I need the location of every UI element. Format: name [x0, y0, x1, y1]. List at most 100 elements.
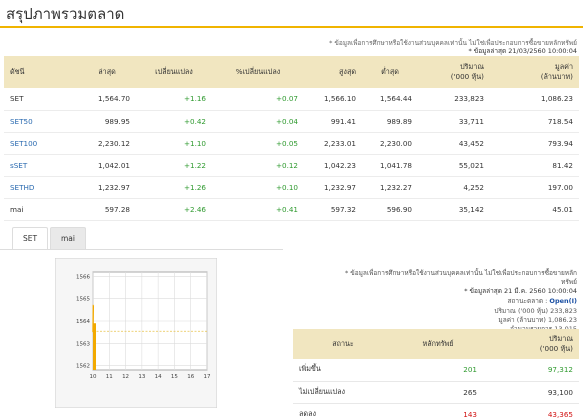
advance-decline-table: สถานะ หลักทรัพย์ ปริมาณ ('000 หุ้น) เพิ่…: [293, 329, 579, 420]
index-high: 1,042.23: [304, 154, 362, 177]
status-unchanged: ไม่เปลี่ยนแปลง: [293, 381, 393, 404]
disclaimer-note: * ข้อมูลเพื่อการศึกษาหรือใช้งานส่วนบุคคล…: [329, 39, 577, 47]
table-header-row: ดัชนี ล่าสุด เปลี่ยนแปลง %เปลี่ยนแปลง สู…: [4, 56, 579, 88]
market-disclaimer-line1: * ข้อมูลเพื่อการศึกษาหรือใช้งานส่วนบุคคล…: [344, 269, 577, 277]
title-divider: [0, 26, 583, 28]
index-summary-table: ดัชนี ล่าสุด เปลี่ยนแปลง %เปลี่ยนแปลง สู…: [4, 56, 579, 221]
index-high: 2,233.01: [304, 132, 362, 155]
col-last: ล่าสุด: [78, 56, 136, 88]
y-tick-label: 1563: [76, 341, 90, 347]
index-last: 597.28: [78, 198, 136, 221]
x-tick-label: 10: [90, 374, 97, 380]
table-row: SET 1,564.70 +1.16 +0.07 1,566.10 1,564.…: [4, 88, 579, 111]
index-volume: 4,252: [418, 176, 490, 199]
table-row: SET100 2,230.12 +1.10 +0.05 2,233.01 2,2…: [4, 132, 579, 155]
index-value: 45.01: [490, 198, 579, 221]
market-volume-value: 233,823: [550, 307, 577, 315]
table-row: sSET 1,042.01 +1.22 +0.12 1,042.23 1,041…: [4, 154, 579, 177]
index-high: 1,566.10: [304, 88, 362, 111]
index-percent-change: +0.12: [212, 154, 304, 177]
index-volume: 35,142: [418, 198, 490, 221]
table-row: เพิ่มขึ้น 201 97,312: [293, 359, 579, 382]
index-percent-change: +0.04: [212, 110, 304, 133]
intraday-index-chart: 1562 1563 1564 1565 1566 10 11 12 13 14 15 16 17: [55, 258, 217, 408]
index-change: +1.16: [136, 88, 212, 111]
advance-count: 201: [393, 359, 483, 382]
index-volume: 55,021: [418, 154, 490, 177]
index-high: 991.41: [304, 110, 362, 133]
index-volume: 43,452: [418, 132, 490, 155]
col-value: มูลค่า (ล้านบาท): [490, 56, 579, 88]
table-row: SET50 989.95 +0.42 +0.04 991.41 989.89 3…: [4, 110, 579, 133]
col-index-name: ดัชนี: [4, 56, 78, 88]
table-row: SETHD 1,232.97 +1.26 +0.10 1,232.97 1,23…: [4, 176, 579, 199]
market-volume-label: ปริมาณ ('000 หุ้น): [494, 307, 549, 315]
col-volume: ปริมาณ ('000 หุ้น): [418, 56, 490, 88]
x-tick-label: 11: [106, 374, 113, 380]
index-link-sset[interactable]: sSET: [4, 154, 78, 177]
x-tick-label: 14: [155, 374, 162, 380]
index-last: 2,230.12: [78, 132, 136, 155]
index-low: 1,232.27: [362, 176, 418, 199]
index-value: 81.42: [490, 154, 579, 177]
index-link-set100[interactable]: SET100: [4, 132, 78, 155]
index-name: SET: [4, 88, 78, 111]
index-value: 1,086.23: [490, 88, 579, 111]
status-decline: ลดลง: [293, 403, 393, 420]
series-line: [92, 304, 95, 333]
market-volume-row: ปริมาณ ('000 หุ้น) 233,823: [494, 306, 577, 316]
tab-mai[interactable]: mai: [50, 227, 86, 249]
index-value: 718.54: [490, 110, 579, 133]
market-status-label: สถานะตลาด :: [507, 297, 548, 305]
market-status-value: Open(I): [549, 297, 577, 305]
col-high: สูงสุด: [304, 56, 362, 88]
table-row: ไม่เปลี่ยนแปลง 265 93,100: [293, 381, 579, 404]
market-value-row: มูลค่า (ล้านบาท) 1,086.23: [498, 315, 577, 325]
market-value-value: 1,086.23: [548, 316, 577, 324]
index-change: +2.46: [136, 198, 212, 221]
market-last-updated: * ข้อมูลล่าสุด 21 มี.ค. 2560 10:00:04: [464, 287, 577, 295]
index-percent-change: +0.05: [212, 132, 304, 155]
x-tick-label: 13: [138, 374, 145, 380]
index-change: +1.26: [136, 176, 212, 199]
unchanged-volume: 93,100: [483, 381, 579, 404]
index-percent-change: +0.41: [212, 198, 304, 221]
index-high: 1,232.97: [304, 176, 362, 199]
index-last: 989.95: [78, 110, 136, 133]
col-percent-change: %เปลี่ยนแปลง: [212, 56, 304, 88]
index-link-sethd[interactable]: SETHD: [4, 176, 78, 199]
last-updated-note: * ข้อมูลล่าสุด 21/03/2560 10:00:04: [468, 47, 577, 55]
index-percent-change: +0.10: [212, 176, 304, 199]
index-last: 1,232.97: [78, 176, 136, 199]
status-advance: เพิ่มขึ้น: [293, 359, 393, 382]
x-tick-label: 17: [204, 374, 211, 380]
index-high: 597.32: [304, 198, 362, 221]
tab-divider: [0, 249, 283, 250]
y-tick-label: 1562: [76, 364, 90, 370]
table-row: ลดลง 143 43,365: [293, 403, 579, 420]
market-status-row: สถานะตลาด : Open(I): [508, 296, 577, 306]
index-volume: 33,711: [418, 110, 490, 133]
index-last: 1,564.70: [78, 88, 136, 111]
decline-volume: 43,365: [483, 403, 579, 420]
x-tick-label: 12: [122, 374, 129, 380]
market-disclaimer-line2: ทรัพย์: [561, 278, 577, 286]
unchanged-count: 265: [393, 381, 483, 404]
y-tick-label: 1564: [76, 319, 90, 325]
col-volume: ปริมาณ ('000 หุ้น): [483, 329, 579, 359]
index-last: 1,042.01: [78, 154, 136, 177]
tab-set[interactable]: SET: [12, 227, 49, 249]
index-low: 1,564.44: [362, 88, 418, 111]
col-low: ต่ำสุด: [362, 56, 418, 88]
table-row: mai 597.28 +2.46 +0.41 597.32 596.90 35,…: [4, 198, 579, 221]
market-value-label: มูลค่า (ล้านบาท): [498, 316, 546, 324]
x-tick-label: 15: [171, 374, 178, 380]
col-change: เปลี่ยนแปลง: [136, 56, 212, 88]
volume-bar: [93, 323, 96, 370]
index-low: 2,230.00: [362, 132, 418, 155]
index-link-set50[interactable]: SET50: [4, 110, 78, 133]
table-header-row: สถานะ หลักทรัพย์ ปริมาณ ('000 หุ้น): [293, 329, 579, 359]
page-title: สรุปภาพรวมตลาด: [6, 5, 125, 23]
index-change: +1.10: [136, 132, 212, 155]
index-low: 989.89: [362, 110, 418, 133]
